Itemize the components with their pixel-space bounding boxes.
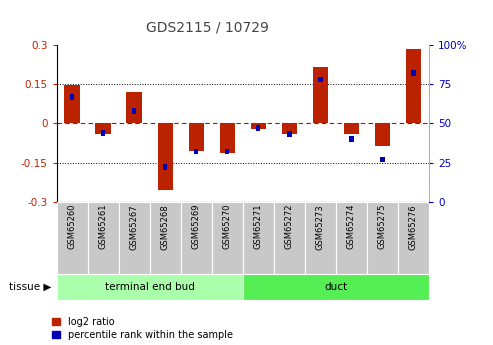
- Bar: [188, 124, 204, 151]
- FancyBboxPatch shape: [411, 70, 416, 76]
- Bar: [336, 202, 367, 274]
- FancyBboxPatch shape: [132, 108, 137, 114]
- Bar: [150, 202, 181, 274]
- Text: GSM65276: GSM65276: [409, 204, 418, 250]
- Legend: log2 ratio, percentile rank within the sample: log2 ratio, percentile rank within the s…: [52, 317, 233, 340]
- FancyBboxPatch shape: [287, 131, 291, 137]
- Bar: [367, 202, 398, 274]
- FancyBboxPatch shape: [70, 94, 74, 99]
- Text: GSM65261: GSM65261: [99, 204, 108, 249]
- FancyBboxPatch shape: [101, 130, 106, 136]
- Bar: [157, 124, 173, 190]
- FancyBboxPatch shape: [225, 149, 229, 155]
- FancyBboxPatch shape: [349, 136, 353, 142]
- Bar: [282, 124, 297, 134]
- Text: GSM65272: GSM65272: [285, 204, 294, 249]
- Text: GSM65271: GSM65271: [254, 204, 263, 249]
- Text: GSM65275: GSM65275: [378, 204, 387, 249]
- Bar: [96, 124, 111, 134]
- Text: GSM65270: GSM65270: [223, 204, 232, 249]
- Bar: [119, 202, 150, 274]
- Bar: [219, 124, 235, 154]
- Bar: [212, 202, 243, 274]
- Text: tissue ▶: tissue ▶: [9, 282, 52, 292]
- Bar: [375, 124, 390, 146]
- Text: GSM65267: GSM65267: [130, 204, 139, 250]
- Bar: [398, 202, 429, 274]
- Bar: [88, 202, 119, 274]
- FancyBboxPatch shape: [256, 125, 260, 131]
- Bar: [274, 202, 305, 274]
- Bar: [406, 49, 421, 124]
- Bar: [57, 274, 243, 300]
- Bar: [57, 202, 88, 274]
- Bar: [181, 202, 212, 274]
- Bar: [250, 124, 266, 129]
- Bar: [127, 92, 142, 124]
- Text: terminal end bud: terminal end bud: [105, 282, 195, 292]
- Bar: [313, 67, 328, 124]
- Bar: [243, 202, 274, 274]
- FancyBboxPatch shape: [318, 77, 322, 82]
- Text: GSM65273: GSM65273: [316, 204, 325, 250]
- Bar: [65, 85, 80, 124]
- Text: GSM65269: GSM65269: [192, 204, 201, 249]
- Bar: [344, 124, 359, 134]
- FancyBboxPatch shape: [194, 149, 199, 155]
- Text: GSM65260: GSM65260: [68, 204, 77, 249]
- FancyBboxPatch shape: [380, 157, 385, 162]
- Text: duct: duct: [324, 282, 348, 292]
- Bar: [305, 202, 336, 274]
- Text: GSM65268: GSM65268: [161, 204, 170, 250]
- Text: GSM65274: GSM65274: [347, 204, 356, 249]
- Bar: [243, 274, 429, 300]
- FancyBboxPatch shape: [163, 165, 168, 170]
- Text: GDS2115 / 10729: GDS2115 / 10729: [145, 21, 269, 35]
